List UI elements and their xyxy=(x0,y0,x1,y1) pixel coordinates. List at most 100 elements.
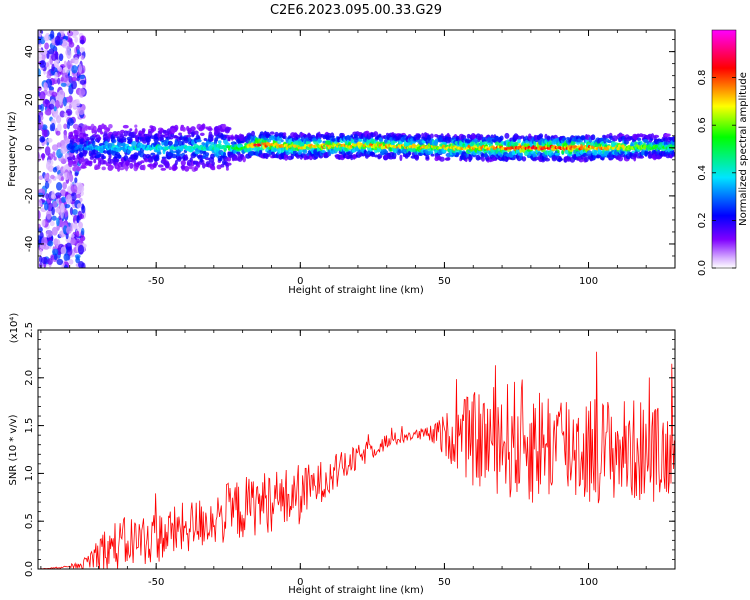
spectrogram-cell xyxy=(45,193,49,200)
spectrogram-cell xyxy=(482,141,488,145)
spectrogram-cell xyxy=(72,123,79,130)
spectrogram-cell xyxy=(499,135,504,141)
spectrogram-cell xyxy=(280,139,284,143)
spectrogram-cell xyxy=(350,134,354,138)
spectrogram-cell xyxy=(129,128,133,132)
spectrogram-cell xyxy=(54,71,58,81)
spectrogram-cell xyxy=(519,152,523,157)
spectrogram-cell xyxy=(140,160,145,164)
spectrogram-cell xyxy=(78,221,83,229)
spectrogram-cell xyxy=(427,151,434,155)
spectrogram-cell xyxy=(38,210,41,220)
spectrogram-cell xyxy=(47,258,53,265)
spectrogram-cell xyxy=(64,264,68,268)
spectrogram-cell xyxy=(107,166,114,171)
spectrogram-cell xyxy=(44,202,49,211)
spectrogram-cell xyxy=(71,80,77,90)
spectrogram-cell xyxy=(134,128,138,134)
spectrogram-cell xyxy=(203,138,208,141)
spectrogram-cell xyxy=(282,132,287,137)
spectrogram-cell xyxy=(45,62,50,68)
spectrogram-cell xyxy=(38,68,41,77)
spectrogram-cell xyxy=(58,66,62,72)
spectrogram-cell xyxy=(44,173,49,182)
spectrogram-cell xyxy=(89,160,93,164)
spectrogram-cell xyxy=(145,147,150,151)
spectrogram-cell xyxy=(103,150,108,154)
spectrogram-cell xyxy=(416,154,419,160)
spectrogram-cell xyxy=(60,246,67,255)
spectrogram-cell xyxy=(79,39,85,45)
spectrogram-cell xyxy=(51,37,56,46)
spectrogram-cell xyxy=(50,174,55,180)
spectrogram-cell xyxy=(77,126,81,132)
spectrogram-cell xyxy=(46,70,50,76)
spectrogram-cell xyxy=(45,229,53,239)
spectrogram-cell xyxy=(38,199,43,207)
spectrogram-cell xyxy=(63,112,68,118)
x-tick-label: 100 xyxy=(579,577,598,588)
spectrogram-cell xyxy=(76,203,82,209)
spectrogram-cell xyxy=(38,36,41,45)
spectrogram-cell xyxy=(514,141,519,146)
spectrogram-cell xyxy=(47,138,53,143)
spectrogram-cell xyxy=(51,144,59,151)
spectrogram-cell xyxy=(274,131,279,137)
spectrogram-cell xyxy=(65,226,72,234)
spectrogram-cell xyxy=(168,166,172,170)
spectrogram-cell xyxy=(184,154,188,161)
spectrogram-cell xyxy=(41,219,46,227)
spectrogram-cell xyxy=(467,156,473,160)
spectrogram-cell xyxy=(53,156,57,161)
spectrogram-cell xyxy=(153,161,158,166)
spectrogram-cell xyxy=(207,127,213,132)
spectrogram-cell xyxy=(62,181,67,190)
spectrogram-cell xyxy=(554,153,561,156)
spectrogram-cell xyxy=(616,147,620,151)
spectrogram-cell xyxy=(370,151,376,156)
spectrogram-cell xyxy=(378,133,382,139)
spectrogram-cell xyxy=(38,115,41,124)
spectrogram-panel: -50 0 50 100 -40 -20 0 20 40 Height of straight … xyxy=(7,29,676,296)
colorbar-tick-label: 0.8 xyxy=(697,70,708,86)
spectrogram-cell xyxy=(78,74,86,79)
spectrogram-cell xyxy=(193,130,199,135)
spectrogram-cell xyxy=(111,149,117,156)
spectrogram-cell xyxy=(144,158,149,163)
spectrogram-cell xyxy=(68,259,74,265)
spectrogram-cell xyxy=(44,42,49,50)
spectrogram-cell xyxy=(373,131,379,137)
spectrogram-cell xyxy=(56,258,64,266)
spectrogram-cell xyxy=(41,153,45,161)
spectrogram-cell xyxy=(74,172,79,177)
y-tick-label: 1.5 xyxy=(24,418,35,434)
spectrogram-cell xyxy=(38,223,41,229)
spectrogram-cell xyxy=(430,153,435,157)
spectrogram-cell xyxy=(199,150,204,155)
spectrogram-cell xyxy=(63,137,70,144)
spectrogram-cell xyxy=(53,59,60,68)
spectrogram-cell xyxy=(54,35,61,46)
spectrogram-cell xyxy=(48,103,55,110)
spectrogram-cell xyxy=(171,154,178,159)
y-tick-label: 0 xyxy=(24,145,35,151)
spectrogram-cell xyxy=(70,184,78,193)
spectrogram-cell xyxy=(305,141,311,145)
spectrogram-cell xyxy=(70,134,74,140)
spectrogram-cell xyxy=(38,249,43,256)
spectrogram-cell xyxy=(630,143,634,147)
spectrogram-cell xyxy=(68,160,73,167)
spectrogram-cell xyxy=(247,147,254,152)
spectrogram-cell xyxy=(116,142,123,148)
spectrogram-cell xyxy=(185,134,192,138)
spectrogram-cell xyxy=(50,30,55,39)
spectrogram-cell xyxy=(158,137,164,141)
spectrogram-cell xyxy=(523,143,528,148)
spectrogram-cell xyxy=(226,127,232,131)
spectrogram-cell xyxy=(376,149,380,153)
snr-ylabel: SNR (10 * v/v) xyxy=(8,414,19,485)
spectrogram-cell xyxy=(93,158,97,164)
spectrogram-cell xyxy=(44,146,51,156)
colorbar-tick-label: 0.4 xyxy=(697,165,708,181)
spectrogram-cell xyxy=(67,156,73,161)
